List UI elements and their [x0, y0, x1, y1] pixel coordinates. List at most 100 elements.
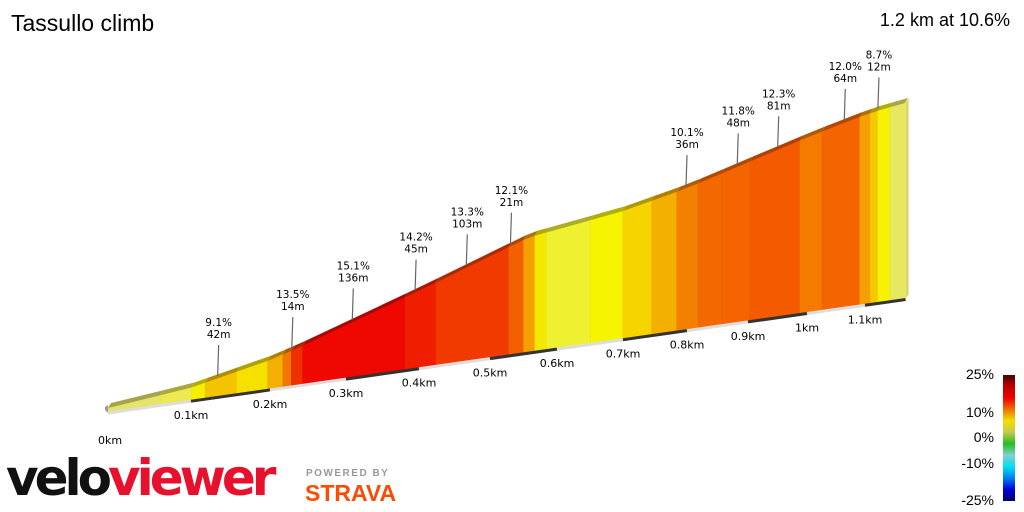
- segment-face: [721, 161, 751, 325]
- gradient-segment: [404, 277, 440, 371]
- veloviewer-logo[interactable]: veloviewer: [6, 449, 276, 507]
- segment-top: [160, 382, 195, 396]
- gradient-annotation: 9.1%42m: [205, 317, 232, 376]
- annotation-gradient: 12.1%: [495, 185, 528, 197]
- gradient-annotation: 13.5%14m: [276, 289, 309, 349]
- segment-face: [508, 239, 524, 356]
- axis-band: [345, 367, 420, 381]
- annotation-gradient: 8.7%: [866, 49, 893, 61]
- annotation-length: 48m: [726, 117, 750, 129]
- segment-top: [590, 205, 626, 221]
- segment-face: [749, 140, 801, 321]
- axis-band: [107, 399, 192, 415]
- annotation-leader-line: [465, 234, 468, 266]
- distance-axis: 0km 0.1km 0.2km 0.3km 0.4km 0.5km 0.6km 0.7km 0.…: [98, 298, 906, 447]
- segment-top: [859, 108, 874, 117]
- axis-band: [556, 338, 624, 351]
- segment-top: [676, 178, 701, 192]
- x-tick-label: 0.6km: [540, 357, 575, 370]
- gradient-segment: [799, 126, 826, 314]
- segment-top: [191, 377, 209, 388]
- gradient-annotation: 13.3%103m: [451, 206, 484, 266]
- annotation-gradient: 11.8%: [722, 105, 755, 117]
- annotation-length: 14m: [281, 301, 305, 313]
- axis-band: [489, 347, 558, 361]
- segment-top: [749, 135, 803, 162]
- annotation-length: 64m: [833, 73, 857, 85]
- legend-label-0: 0%: [973, 429, 994, 445]
- gradient-annotation: 11.8%48m: [722, 105, 755, 165]
- segment-top: [523, 230, 538, 241]
- gradient-annotation: 10.1%36m: [670, 127, 704, 187]
- x-tick-label: 0.5km: [473, 367, 508, 380]
- segment-top: [623, 195, 655, 211]
- annotation-leader-line: [291, 317, 294, 349]
- gradient-segments: [105, 98, 909, 413]
- annotation-gradient: 9.1%: [205, 317, 232, 329]
- segment-face: [877, 106, 891, 303]
- chart-title: Tassullo climb: [11, 10, 155, 36]
- annotation-gradient: 12.0%: [829, 61, 862, 73]
- x-tick-label: 0km: [98, 434, 122, 447]
- axis-band: [269, 377, 347, 392]
- annotation-leader-line: [777, 116, 780, 148]
- gradient-segment: [546, 215, 594, 350]
- segment-top: [108, 390, 164, 408]
- segment-face: [869, 110, 879, 304]
- gradient-segment: [697, 168, 725, 329]
- segment-face: [523, 235, 536, 354]
- legend-label-10: 10%: [965, 404, 994, 420]
- annotation-gradient: 14.2%: [399, 231, 432, 243]
- gradient-segment: [302, 292, 409, 385]
- segment-face: [859, 113, 871, 306]
- segment-top: [508, 235, 527, 248]
- segment-face: [889, 102, 906, 302]
- gradient-segment: [267, 349, 286, 390]
- segment-face: [676, 183, 699, 332]
- x-tick-label: 0.3km: [329, 387, 364, 400]
- annotation-length: 12m: [867, 61, 891, 73]
- legend-label-neg25: -25%: [961, 492, 994, 508]
- segment-top: [546, 215, 594, 233]
- gradient-segment: [676, 178, 701, 332]
- segment-top: [291, 340, 306, 351]
- segment-face: [622, 200, 653, 339]
- segment-top: [436, 242, 512, 283]
- segment-top: [405, 277, 440, 298]
- x-tick-label: 1km: [795, 322, 819, 335]
- gradient-annotation: 15.1%136m: [337, 260, 370, 320]
- segment-face: [546, 219, 591, 350]
- annotation-gradient: 13.3%: [451, 206, 484, 218]
- axis-band: [686, 320, 749, 333]
- gradient-segment: [721, 156, 753, 325]
- profile-end-cap: [905, 98, 909, 299]
- segment-top: [697, 168, 725, 184]
- gradient-segment: [821, 111, 863, 311]
- segment-face: [404, 282, 437, 371]
- powered-by-label: POWERED BY: [306, 468, 390, 479]
- annotation-length: 42m: [207, 329, 231, 341]
- gradient-segment: [622, 195, 655, 339]
- segment-top: [651, 186, 680, 201]
- segment-face: [534, 232, 547, 352]
- x-tick-label: 0.8km: [670, 339, 705, 352]
- gradient-segment: [889, 98, 909, 302]
- annotation-leader-line: [414, 259, 417, 291]
- annotation-gradient: 12.3%: [762, 88, 795, 100]
- axis-band: [864, 298, 906, 307]
- annotation-length: 36m: [675, 139, 699, 151]
- annotation-length: 21m: [500, 197, 524, 209]
- segment-face: [282, 350, 292, 388]
- x-tick-label: 0.9km: [731, 330, 766, 343]
- annotation-length: 45m: [404, 243, 428, 255]
- segment-face: [697, 173, 723, 329]
- gradient-legend-bar: [1003, 375, 1015, 501]
- gradient-segment: [204, 366, 240, 399]
- climb-summary: 1.2 km at 10.6%: [879, 10, 1010, 30]
- annotation-length: 103m: [452, 218, 482, 230]
- segment-face: [590, 210, 624, 344]
- gradient-segment: [590, 205, 626, 344]
- segment-face: [651, 191, 678, 335]
- strava-logo[interactable]: STRAVA: [305, 480, 397, 506]
